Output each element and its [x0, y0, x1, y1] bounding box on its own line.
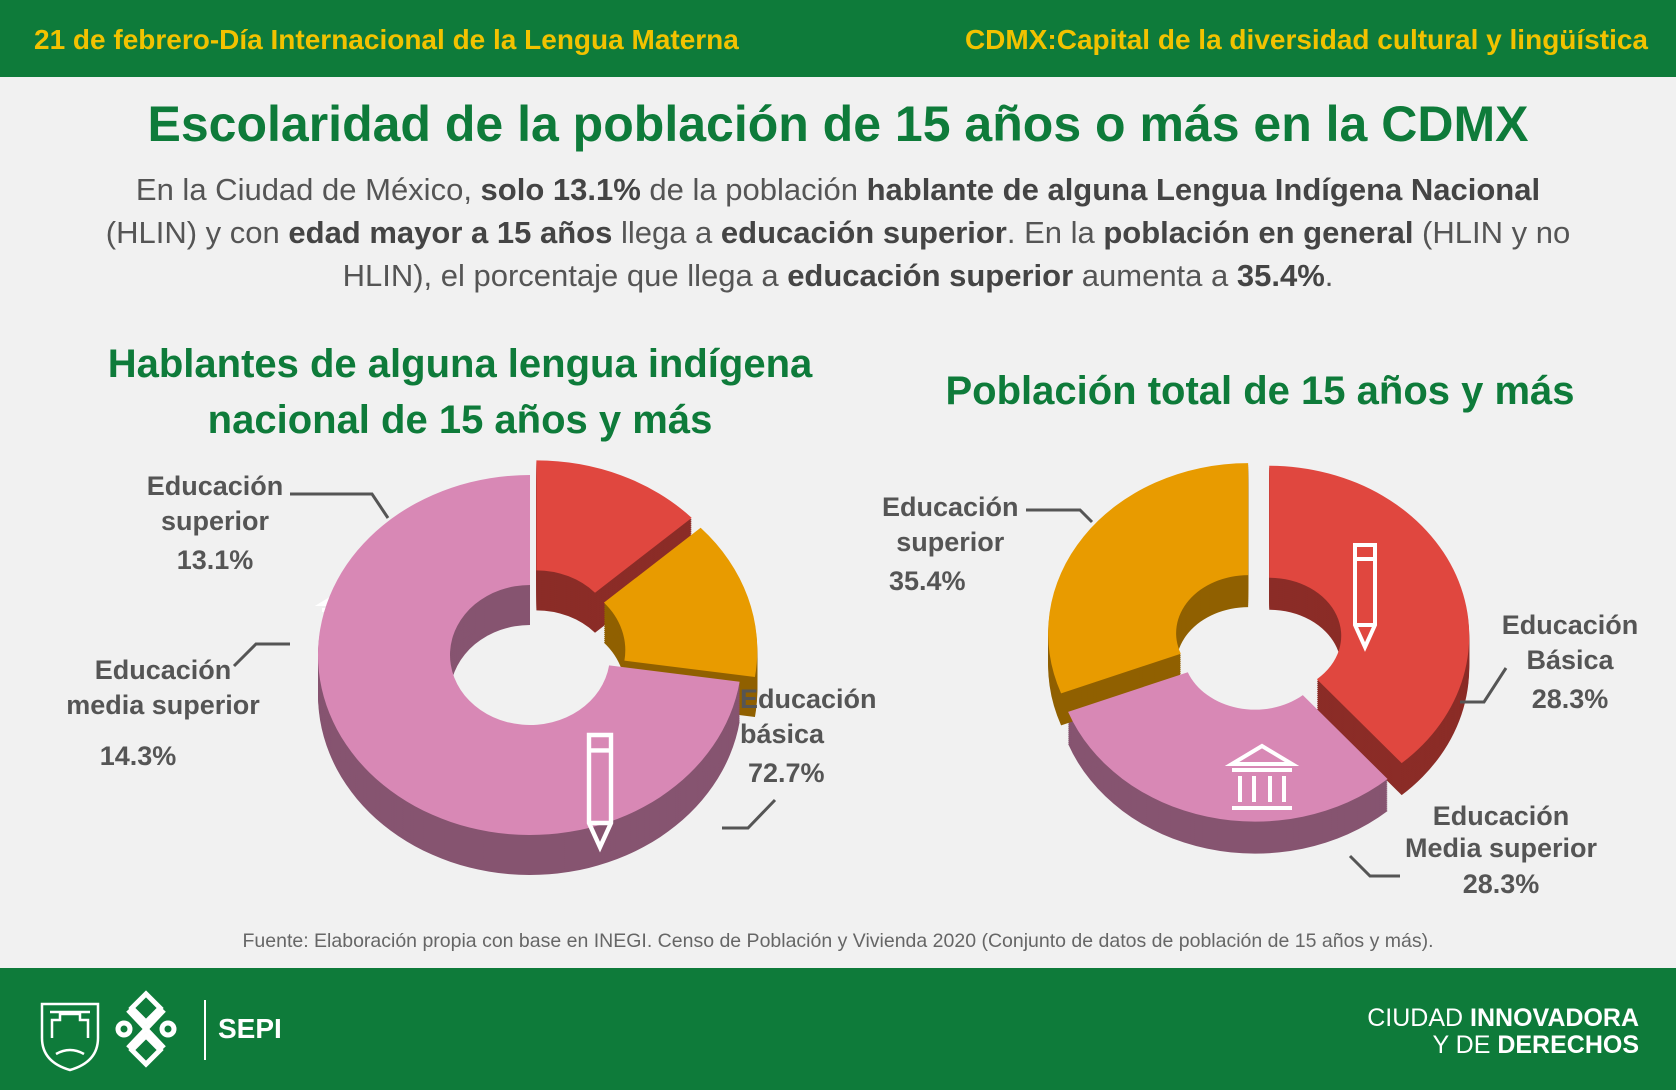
slice-label: Básica [1526, 645, 1614, 675]
slice-label: superior [896, 527, 1005, 557]
banner-left-text: 21 de febrero-Día Internacional de la Le… [34, 24, 739, 55]
slice-value: 35.4% [888, 566, 966, 596]
slice-label: Educación [1432, 801, 1570, 831]
chart2-label-media: Educación Media superior 28.3% [1396, 800, 1606, 900]
slice-label: Educación [94, 655, 232, 685]
chart2-label-superior: Educación superior 35.4% [882, 490, 1019, 599]
slogan-line1: CIUDAD INNOVADORA [1367, 1004, 1639, 1033]
slice-value: 28.3% [1462, 869, 1540, 899]
intro-bold: educación superior [720, 215, 1007, 250]
intro-text: llega a [612, 215, 721, 250]
chart2-donut [1048, 463, 1470, 854]
slice-label: básica [740, 719, 825, 749]
footer-divider [204, 1000, 206, 1060]
intro-text: aumenta a [1073, 258, 1237, 293]
intro-bold: solo 13.1% [480, 172, 641, 207]
slice [317, 475, 740, 835]
slogan-text: Y DE [1432, 1031, 1498, 1059]
slice-value: 28.3% [1531, 684, 1609, 714]
cdmx-shield-icon [40, 1002, 100, 1072]
intro-bold: hablante de alguna Lengua Indígena Nacio… [866, 172, 1541, 207]
banner-right-text: CDMX:Capital de la diversidad cultural y… [964, 24, 1648, 55]
cdmx-knot-icon [115, 990, 177, 1068]
chart1-label-media: Educación media superior 14.3% [58, 653, 268, 774]
slogan-bold: DERECHOS [1497, 1031, 1639, 1059]
slice-label: Educación [740, 684, 877, 714]
chart1-label-basica: Educación básica 72.7% [740, 682, 877, 791]
chart1-title-line1: Hablantes de alguna lengua indígena [107, 342, 813, 386]
intro-bold: 35.4% [1236, 258, 1325, 293]
chart2-label-basica: Educación Básica 28.3% [1500, 608, 1640, 717]
chart2-title: Población total de 15 años y más [945, 369, 1575, 413]
slice [1269, 465, 1470, 764]
leader-line [232, 642, 290, 668]
intro-text: de la población [640, 172, 867, 207]
intro-bold: educación superior [787, 258, 1074, 293]
slice [1068, 672, 1388, 822]
footer-logos [40, 990, 177, 1072]
leader-line [722, 798, 777, 830]
slice [603, 527, 758, 678]
chart1-label-superior: Educación superior 13.1% [145, 469, 285, 578]
pencil-icon [1353, 543, 1377, 652]
slice-value: 14.3% [99, 741, 177, 771]
slice-label: Educación [146, 471, 284, 501]
leader-lines [232, 492, 1508, 878]
chart1-title-line2: nacional de 15 años y más [207, 398, 713, 442]
intro-text: En la Ciudad de México, [135, 172, 481, 207]
source-note: Fuente: Elaboración propia con base en I… [242, 930, 1434, 952]
leader-line [1460, 667, 1508, 704]
leader-line [290, 492, 390, 519]
slice-value: 72.7% [748, 758, 825, 788]
intro-text: . En la [1006, 215, 1104, 250]
top-banner: 21 de febrero-Día Internacional de la Le… [0, 0, 1676, 77]
pencil-icon [586, 732, 614, 853]
building-icon [1224, 743, 1300, 810]
slice [1048, 463, 1249, 694]
chart1-title: Hablantes de alguna lengua indígena naci… [40, 336, 880, 448]
slice-value: 13.1% [176, 545, 254, 575]
slice-label: media superior [66, 690, 260, 720]
footer-bar [0, 968, 1676, 1090]
chart1-donut [314, 460, 758, 875]
slogan-bold: INNOVADORA [1470, 1004, 1639, 1032]
slice-label: Educación [1501, 610, 1639, 640]
slice-label: superior [160, 506, 270, 536]
page-title: Escolaridad de la población de 15 años o… [147, 96, 1529, 152]
slogan-line2: Y DE DERECHOS [1432, 1031, 1639, 1060]
slice-label: Media superior [1404, 833, 1598, 863]
intro-paragraph: En la Ciudad de México, solo 13.1% de la… [90, 168, 1586, 297]
leader-line [1348, 854, 1400, 878]
sepi-logo-text: SEPI [218, 1013, 282, 1044]
slogan-text: CIUDAD [1367, 1004, 1471, 1032]
intro-bold: población en general [1103, 215, 1414, 250]
leader-line [1026, 508, 1094, 524]
intro-text: . [1324, 258, 1334, 293]
intro-text: (HLIN) y con [105, 215, 289, 250]
slice-label: Educación [882, 492, 1019, 522]
intro-text: (HLIN y no HLIN), el porcentaje que lleg… [342, 215, 1571, 293]
slice [536, 460, 692, 593]
intro-bold: edad mayor a 15 años [288, 215, 613, 250]
